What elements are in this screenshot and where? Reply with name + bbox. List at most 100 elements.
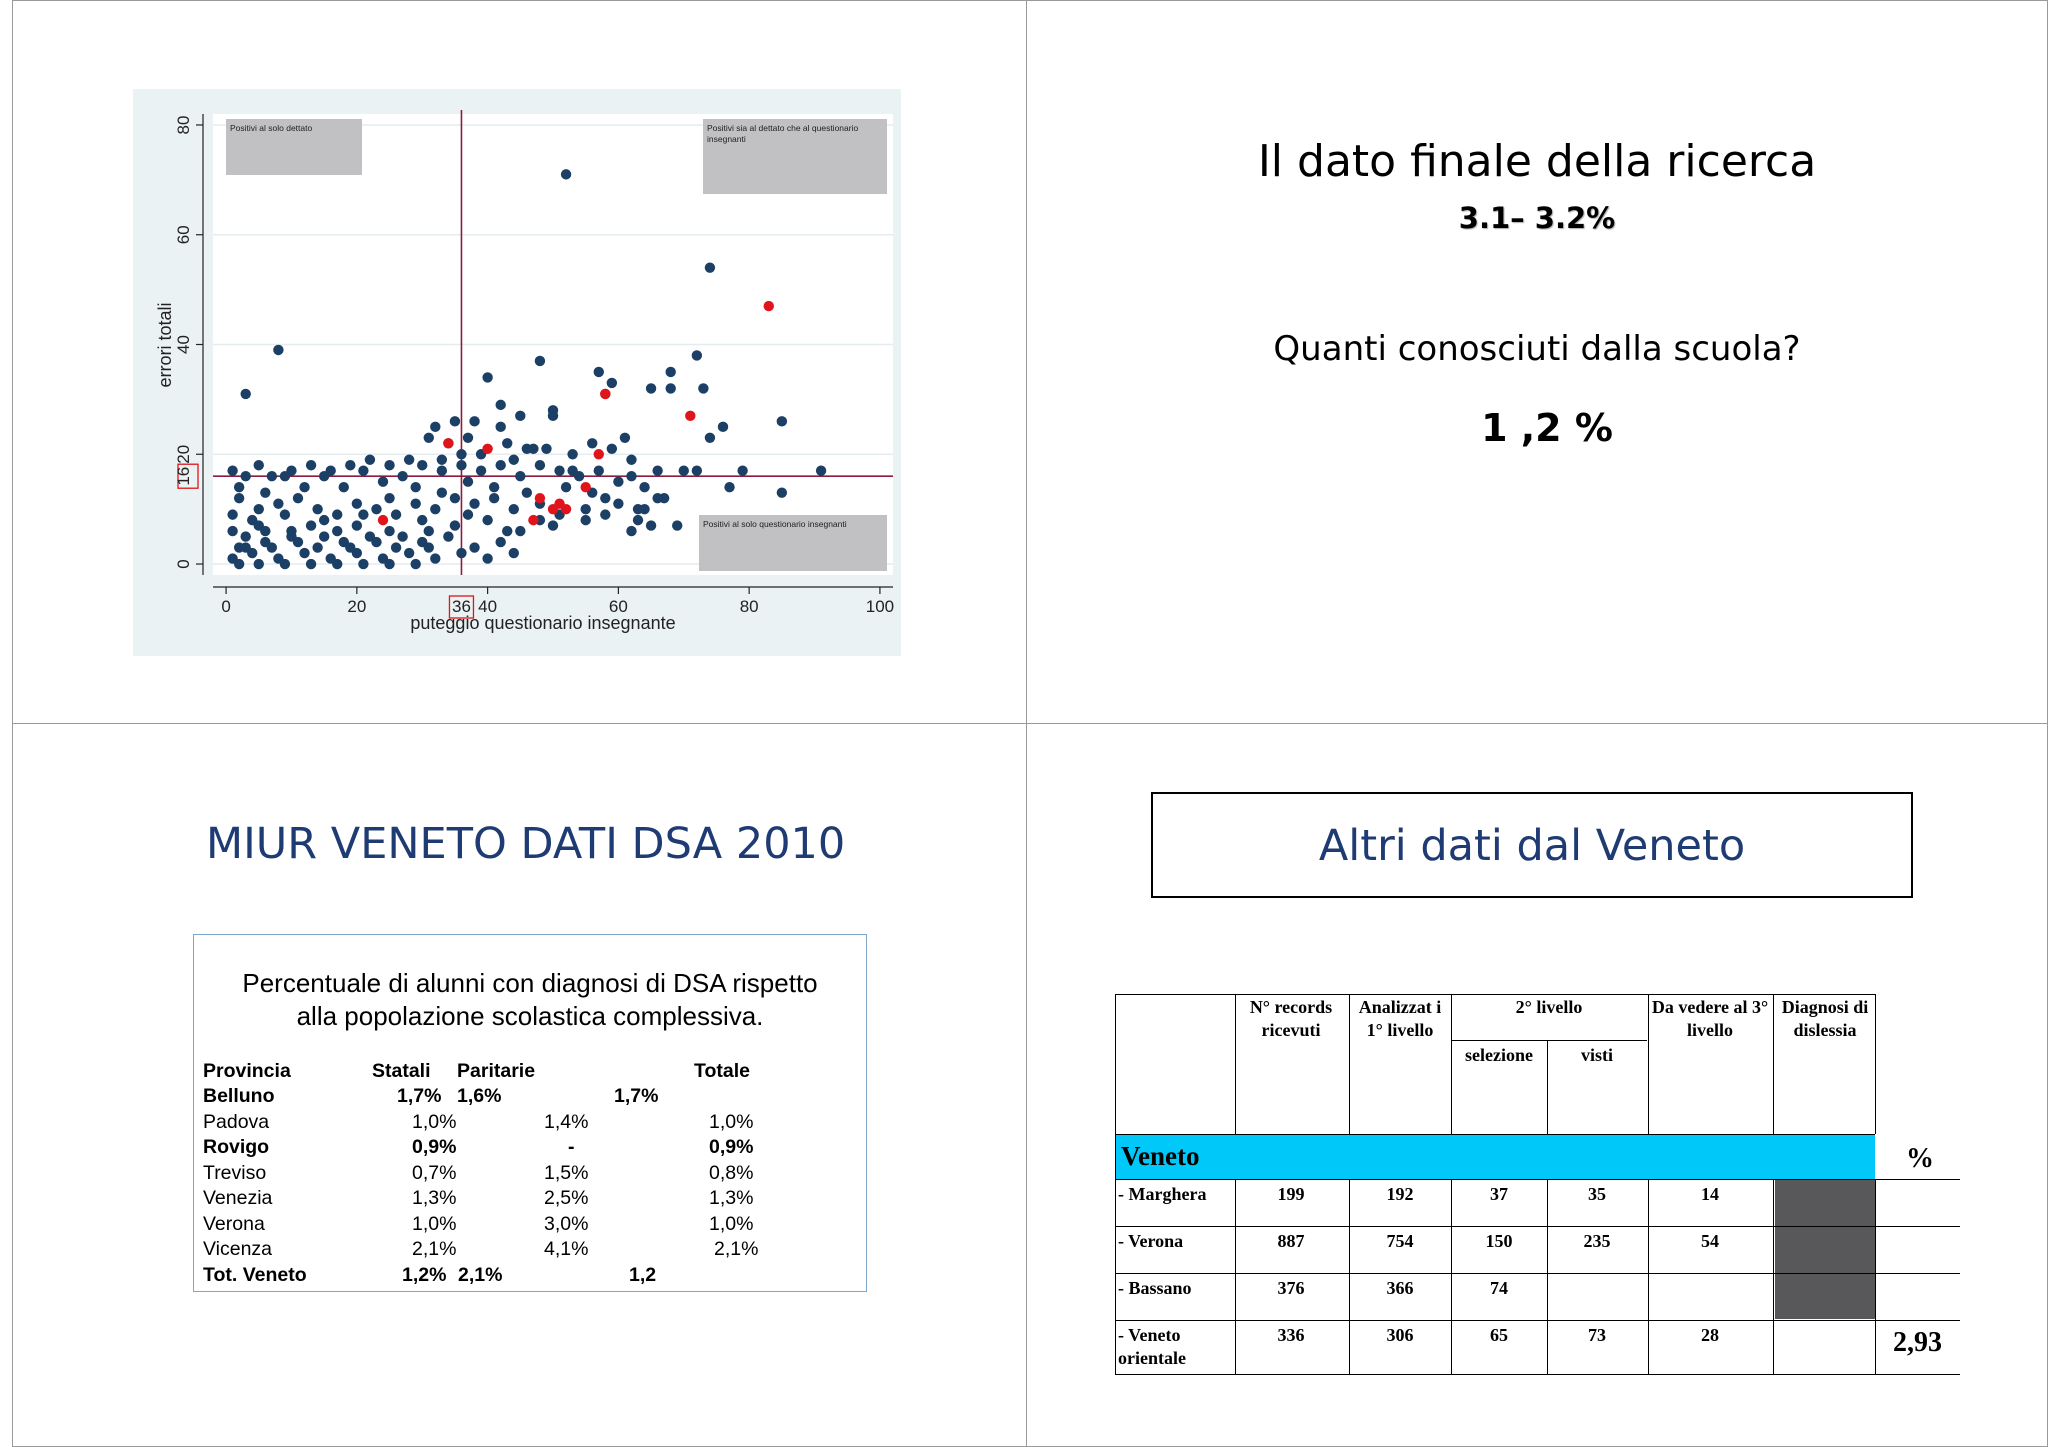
data-point xyxy=(403,454,415,465)
statali-cell: 1,7% xyxy=(397,1085,442,1107)
data-point xyxy=(273,498,284,509)
data-point xyxy=(292,492,304,504)
data-point xyxy=(488,481,500,493)
data-point xyxy=(600,509,611,520)
slide-scatter: Positivi al solo dettato Positivi sia al … xyxy=(12,0,1027,724)
data-point xyxy=(318,471,330,482)
statali-cell: 1,0% xyxy=(412,1212,457,1235)
data-point xyxy=(279,509,291,520)
row-name-cell: - Marghera xyxy=(1118,1184,1207,1204)
table-hline xyxy=(1115,1273,1960,1274)
provincia-cell: Verona xyxy=(203,1212,265,1235)
diagnosi-shaded-cells xyxy=(1775,1179,1875,1319)
data-point xyxy=(417,460,428,471)
da-vedere-cell: 28 xyxy=(1701,1325,1719,1345)
data-point xyxy=(299,481,310,493)
header-analizzati: Analizzat i 1° livello xyxy=(1358,997,1442,1040)
data-point xyxy=(815,465,827,476)
data-point xyxy=(397,531,408,542)
data-point xyxy=(521,487,533,498)
data-point xyxy=(279,558,291,570)
data-point xyxy=(312,542,323,553)
selezione-cell: 65 xyxy=(1490,1325,1508,1345)
data-point xyxy=(717,421,729,433)
data-point xyxy=(384,460,395,471)
row-name-cell: - Bassano xyxy=(1118,1278,1192,1298)
dsa-row: Vicenza 2,1% 4,1% 2,1% xyxy=(194,1238,866,1263)
data-point xyxy=(456,460,467,471)
data-point xyxy=(645,520,657,531)
table-vline xyxy=(1235,1179,1236,1374)
percent-cell: 2,93 xyxy=(1893,1327,1942,1358)
table-hline xyxy=(1115,1320,1960,1321)
data-point xyxy=(508,503,519,515)
data-point xyxy=(763,300,774,312)
data-point xyxy=(737,465,748,476)
row-name-cell: - Verona xyxy=(1118,1231,1184,1251)
data-point xyxy=(253,460,264,471)
data-point xyxy=(449,416,461,427)
data-point xyxy=(233,481,245,493)
records-cell: 887 xyxy=(1277,1231,1305,1251)
paritarie-cell: 3,0% xyxy=(544,1212,589,1235)
data-point xyxy=(240,388,251,400)
header-selezione: selezione xyxy=(1465,1045,1533,1065)
data-point xyxy=(567,465,578,476)
data-point xyxy=(495,536,506,548)
data-point xyxy=(456,449,467,460)
data-point xyxy=(639,503,650,515)
paritarie-cell: - xyxy=(568,1136,575,1158)
dsa-row: Rovigo 0,9% - 0,9% xyxy=(194,1136,866,1161)
dsa-row: Belluno 1,7% 1,6% 1,7% xyxy=(194,1085,866,1110)
data-point xyxy=(417,514,428,526)
data-point xyxy=(606,377,618,389)
data-point xyxy=(266,471,278,482)
scatter-chart: Positivi al solo dettato Positivi sia al … xyxy=(133,89,901,656)
totale-cell: 1,0% xyxy=(709,1110,754,1133)
data-point xyxy=(371,503,382,515)
visti-cell: 35 xyxy=(1588,1184,1606,1204)
data-point xyxy=(515,410,526,422)
data-point xyxy=(390,542,402,553)
paritarie-cell: 1,6% xyxy=(457,1085,502,1107)
table-vline xyxy=(1547,1179,1548,1374)
data-point xyxy=(443,531,454,542)
data-point xyxy=(541,443,552,454)
data-point xyxy=(240,471,251,482)
data-point xyxy=(606,443,618,454)
data-point xyxy=(351,520,363,531)
data-point xyxy=(299,547,310,559)
header-statali: Statali xyxy=(372,1060,431,1082)
y-axis-title: errori totali xyxy=(155,302,175,387)
data-point xyxy=(358,465,369,476)
data-point xyxy=(430,421,441,433)
x-tick-label: 40 xyxy=(478,597,497,616)
data-point xyxy=(240,531,251,542)
slide-final-result: Il dato finale della ricerca 3.1– 3.2% Q… xyxy=(1026,0,2048,724)
data-point xyxy=(227,525,238,537)
data-point xyxy=(593,366,604,378)
y-tick-label: 40 xyxy=(174,335,193,354)
data-point xyxy=(260,525,271,537)
data-point xyxy=(233,558,245,570)
provincia-cell: Vicenza xyxy=(203,1238,273,1260)
threshold-y-box xyxy=(177,463,199,489)
header-secondo-livello: 2° livello xyxy=(1515,997,1583,1017)
data-point xyxy=(502,525,513,537)
data-point xyxy=(567,449,578,460)
dsa-caption: Percentuale di alunni con diagnosi di DS… xyxy=(194,967,866,1033)
header-totale: Totale xyxy=(694,1060,750,1082)
header-provincia: Provincia xyxy=(203,1060,291,1082)
data-point xyxy=(776,416,788,427)
data-point xyxy=(704,262,716,273)
data-point xyxy=(462,509,474,520)
provincia-cell: Venezia xyxy=(203,1187,273,1209)
data-point xyxy=(580,503,591,515)
data-point xyxy=(410,498,421,509)
data-point xyxy=(613,476,624,487)
data-point xyxy=(776,487,788,498)
data-point xyxy=(515,471,526,482)
table-hline xyxy=(1115,1226,1960,1227)
data-point xyxy=(593,449,604,460)
provincia-cell: Padova xyxy=(203,1110,270,1133)
